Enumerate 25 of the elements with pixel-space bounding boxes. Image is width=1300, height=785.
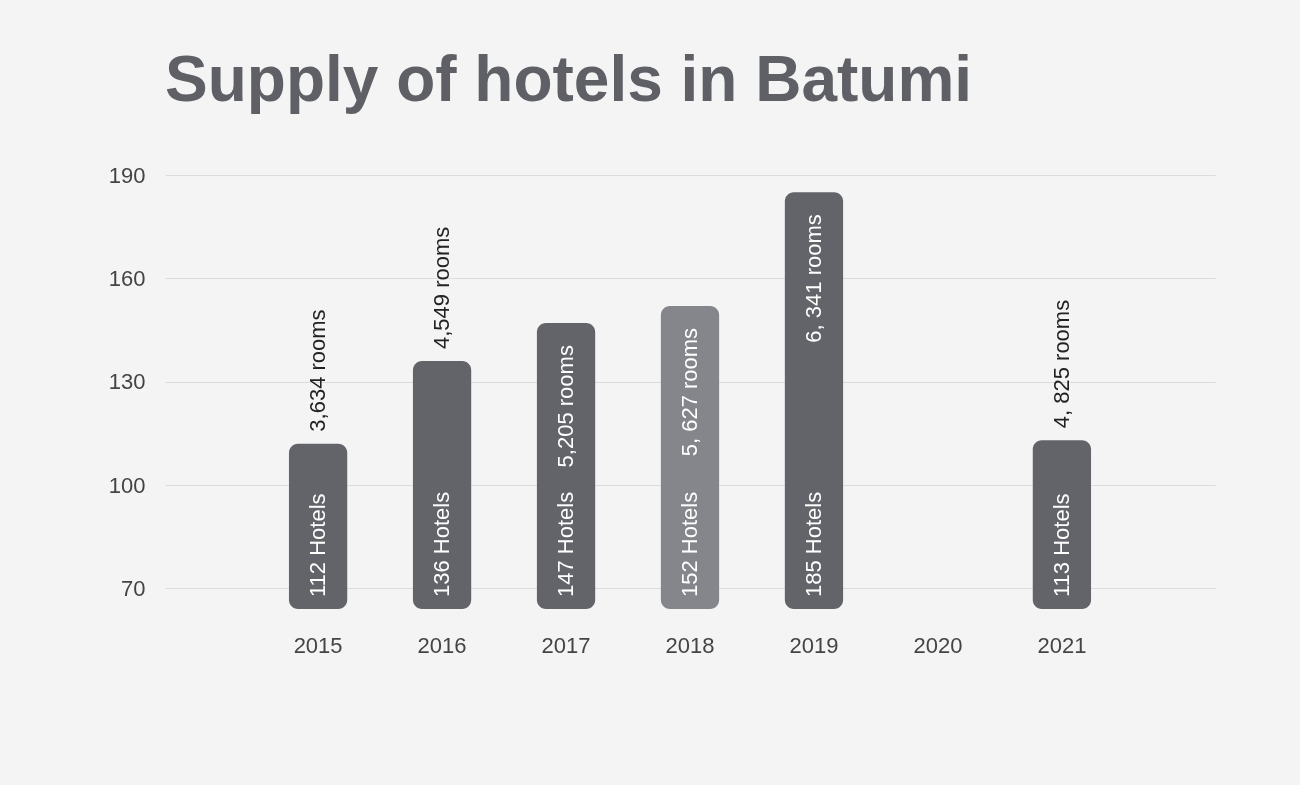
data-label: 152 Hotels [677,491,702,597]
annotation: 5,205 rooms [553,345,579,468]
data-label: 136 Hotels [429,491,455,597]
y-tick-label: 130 [108,369,146,395]
y-tick-label: 190 [108,162,146,188]
x-tick-label: 2017 [541,632,591,658]
annotation: 4, 825 rooms [1048,299,1074,429]
annotation: 6, 341 rooms [800,214,826,343]
annotation: 3,634 rooms [305,309,331,432]
x-tick-label: 2015 [293,632,343,658]
data-label: 185 Hotels [800,491,826,597]
chart-title: Supply of hotels in Batumi [165,43,973,115]
x-tick-label: 2020 [913,632,963,658]
y-tick-label: 160 [108,265,146,291]
y-tick-label: 70 [121,575,146,601]
data-label: 112 Hotels [305,493,331,597]
annotation: 5, 627 rooms [677,327,702,457]
x-tick-label: 2016 [417,632,467,658]
x-tick-label: 2019 [789,632,839,658]
x-tick-label: 2021 [1037,632,1087,658]
x-tick-label: 2018 [665,632,715,658]
data-label: 147 Hotels [553,491,579,597]
data-label: 113 Hotels [1048,493,1074,597]
y-tick-label: 100 [108,472,146,498]
annotation: 4,549 rooms [429,226,455,349]
